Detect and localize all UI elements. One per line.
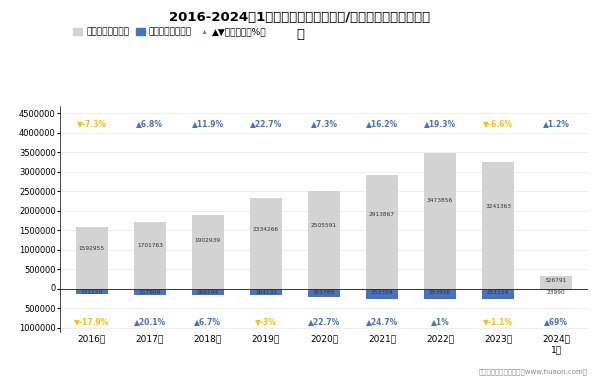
Bar — [540, 276, 572, 289]
Text: 23990: 23990 — [547, 290, 565, 295]
Bar — [192, 289, 224, 296]
Text: 2913867: 2913867 — [369, 213, 395, 218]
Text: ▼-3%: ▼-3% — [255, 317, 277, 325]
Bar — [308, 289, 340, 297]
Text: ▲22.7%: ▲22.7% — [250, 120, 282, 129]
Text: ▲24.7%: ▲24.7% — [366, 317, 398, 325]
Text: ▲20.1%: ▲20.1% — [134, 317, 166, 325]
Bar — [250, 198, 282, 289]
Text: 0: 0 — [50, 284, 55, 293]
Text: ▲69%: ▲69% — [544, 317, 568, 325]
Text: 1701763: 1701763 — [137, 243, 163, 248]
Text: 3241363: 3241363 — [485, 204, 511, 209]
Text: 164132: 164132 — [255, 290, 277, 295]
Bar — [482, 289, 514, 299]
Bar — [76, 289, 108, 294]
Text: 131220: 131220 — [81, 290, 103, 295]
Text: 201785: 201785 — [313, 290, 335, 295]
Bar — [192, 215, 224, 289]
Text: ▼-6.6%: ▼-6.6% — [483, 120, 513, 129]
Bar — [134, 289, 166, 295]
Bar — [250, 289, 282, 295]
Text: ▲11.9%: ▲11.9% — [192, 120, 224, 129]
Text: 2505591: 2505591 — [311, 223, 337, 228]
Text: 252329: 252329 — [371, 290, 393, 295]
Bar — [366, 175, 398, 289]
Text: ▼-1.1%: ▼-1.1% — [483, 317, 513, 325]
Text: 251124: 251124 — [487, 290, 509, 295]
Text: 1592955: 1592955 — [79, 246, 105, 251]
Text: ▼-17.9%: ▼-17.9% — [74, 317, 110, 325]
Bar — [540, 289, 572, 290]
Text: 制图：华经产业研究院（www.huaon.com）: 制图：华经产业研究院（www.huaon.com） — [479, 368, 588, 375]
Text: ▲19.3%: ▲19.3% — [424, 120, 456, 129]
Bar — [366, 289, 398, 299]
Bar — [134, 222, 166, 289]
Text: ▲1%: ▲1% — [431, 317, 449, 325]
Text: 2016-2024年1月温州市（境内目的地/货源地）进、出口额统
计: 2016-2024年1月温州市（境内目的地/货源地）进、出口额统 计 — [169, 11, 431, 41]
Text: ▼-7.3%: ▼-7.3% — [77, 120, 107, 129]
Text: 169194: 169194 — [197, 290, 219, 295]
Text: ▲7.3%: ▲7.3% — [311, 120, 337, 129]
Text: ▲16.2%: ▲16.2% — [366, 120, 398, 129]
Bar — [76, 227, 108, 289]
Text: 1902939: 1902939 — [195, 238, 221, 243]
Text: 157809: 157809 — [139, 290, 161, 295]
Text: 326791: 326791 — [545, 278, 567, 283]
Text: 2334266: 2334266 — [253, 227, 279, 232]
Text: 253916: 253916 — [429, 290, 451, 295]
Bar — [424, 289, 456, 299]
Bar — [424, 153, 456, 289]
Text: ▲6.7%: ▲6.7% — [194, 317, 221, 325]
Legend: 出口额（万美元）, 进口额（万美元）, ▲▼同比增长（%）: 出口额（万美元）, 进口额（万美元）, ▲▼同比增长（%） — [70, 24, 270, 40]
Text: ▲1.2%: ▲1.2% — [542, 120, 569, 129]
Bar — [482, 162, 514, 289]
Text: 3473856: 3473856 — [427, 198, 453, 203]
Text: ▲6.8%: ▲6.8% — [136, 120, 163, 129]
Text: ▲22.7%: ▲22.7% — [308, 317, 340, 325]
Bar — [308, 191, 340, 289]
